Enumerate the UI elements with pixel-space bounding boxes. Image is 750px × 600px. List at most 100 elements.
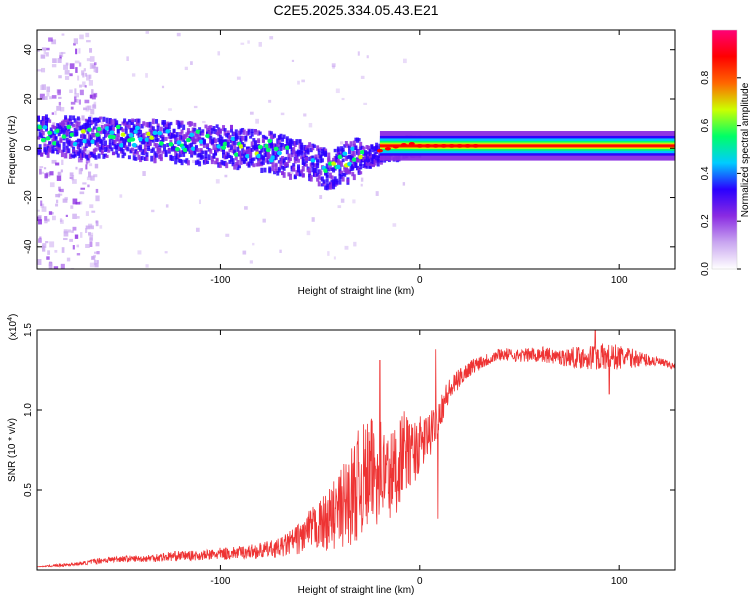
spectrogram-band: [282, 172, 286, 178]
spectrogram-tone-peak: [472, 144, 479, 148]
spectrogram-band: [44, 121, 48, 127]
spectrogram-peak: [350, 146, 356, 151]
spectrogram-band: [48, 119, 52, 123]
spectrogram-speck: [94, 163, 99, 169]
spectrogram-band: [242, 143, 246, 148]
spectrogram-band: [151, 137, 155, 143]
spectrogram-peak: [351, 157, 357, 162]
spectrogram-peak: [87, 127, 93, 132]
spectrogram-band: [209, 135, 213, 140]
spectrogram-peak: [37, 125, 43, 130]
spectrogram-speck: [85, 228, 88, 233]
spectrogram-speck: [40, 54, 46, 59]
spectrogram-peak: [267, 138, 273, 144]
spectrogram-peak: [195, 129, 201, 134]
spectrogram-band: [332, 157, 336, 164]
spectrogram-band: [271, 160, 275, 167]
spectrogram-speck: [42, 245, 46, 252]
spectrogram-speck: [77, 75, 80, 81]
spectrogram-speck: [45, 241, 49, 244]
spectrogram-speck: [55, 199, 59, 204]
spectrogram-band: [102, 128, 106, 134]
spectrogram-speck: [79, 34, 84, 40]
spectrogram-band: [48, 141, 52, 145]
spectrogram-band: [201, 129, 205, 134]
spectrogram-band: [180, 129, 184, 134]
spectrogram-band: [298, 139, 302, 144]
spectrogram-peak: [133, 129, 139, 134]
spectrogram-marks: [37, 31, 675, 269]
spectrogram-band: [72, 154, 76, 159]
spectrogram-band: [265, 152, 269, 158]
spectrogram-band: [67, 140, 71, 146]
spectrogram-band: [167, 123, 171, 130]
spectrogram-band: [268, 144, 272, 149]
spectrogram-band: [346, 168, 350, 174]
spectrogram-band: [209, 138, 213, 144]
spectrogram-band: [282, 158, 286, 164]
spectrogram-peak: [264, 143, 270, 149]
spectrogram-band: [335, 180, 339, 185]
snr-x-tick-label: -100: [210, 576, 230, 587]
spectrogram-peak: [182, 147, 188, 153]
spectrogram-band: [113, 139, 117, 145]
spectrogram-speck: [65, 214, 68, 217]
spectrogram-speck: [255, 118, 259, 124]
spectrogram-band: [245, 131, 249, 136]
spectrogram-band: [131, 147, 135, 152]
snr-y-label: SNR (10 * v/v): [7, 418, 18, 482]
spectrogram-peak: [221, 145, 227, 150]
spectrogram-band: [341, 172, 345, 177]
spectrogram-band: [172, 128, 176, 133]
spectrogram-band: [158, 143, 162, 148]
spectrogram-band: [316, 177, 320, 182]
spectrogram-band: [185, 132, 189, 138]
spectrogram-speck: [87, 105, 92, 111]
snr-frame: [36, 329, 676, 571]
spectrogram-speck: [247, 40, 250, 44]
spectrogram-band: [271, 149, 275, 154]
spectrogram-band: [268, 130, 272, 136]
spectrogram-speck: [258, 41, 262, 47]
spectrogram-band: [257, 139, 261, 144]
spectrogram-band: [41, 116, 45, 121]
spectrogram-speck: [353, 241, 357, 247]
spectrogram-speck: [59, 55, 62, 60]
spectrogram-band: [261, 161, 265, 165]
spectrogram-band: [373, 155, 377, 160]
spectrogram-band: [40, 152, 44, 157]
spectrogram-band: [103, 133, 107, 138]
spectrogram-speck: [58, 75, 62, 79]
spectrogram-band: [134, 157, 138, 161]
spectrogram-band: [375, 148, 379, 154]
spectrogram-band: [228, 136, 232, 142]
spectrogram-band: [126, 135, 130, 142]
spectrogram-speck: [79, 191, 85, 195]
spectrogram-speck: [75, 166, 78, 170]
spectrogram-speck: [63, 237, 68, 241]
spectrogram-band: [370, 154, 374, 158]
spectrogram-speck: [48, 37, 53, 42]
spectrogram-speck: [84, 85, 87, 88]
snr-x-tick-label: 100: [611, 576, 628, 587]
spectrogram-band: [198, 136, 202, 141]
spectrogram-band: [177, 158, 181, 163]
spectrogram-band: [357, 138, 361, 142]
spectrogram-band: [158, 147, 162, 152]
spectrogram-band: [174, 150, 178, 157]
spectrogram-band: [341, 158, 345, 163]
spectrogram-speck: [89, 204, 94, 209]
spectrogram-band: [304, 157, 308, 162]
spectrogram-peak: [120, 132, 126, 137]
spectrogram-peak: [138, 136, 144, 142]
spectrogram-band: [284, 162, 288, 167]
spectrogram-speck: [88, 231, 91, 236]
spectrogram-speck: [95, 188, 99, 193]
spectrogram-band: [186, 131, 190, 135]
colorbar-ticks: 0.0 0.2 0.4 0.6 0.8: [700, 70, 741, 276]
spectrogram-band: [166, 121, 170, 127]
spectrogram-band: [164, 124, 168, 130]
spectrogram-speck: [69, 172, 74, 177]
spectrogram-band: [38, 144, 42, 149]
spectrogram-band: [338, 166, 342, 172]
